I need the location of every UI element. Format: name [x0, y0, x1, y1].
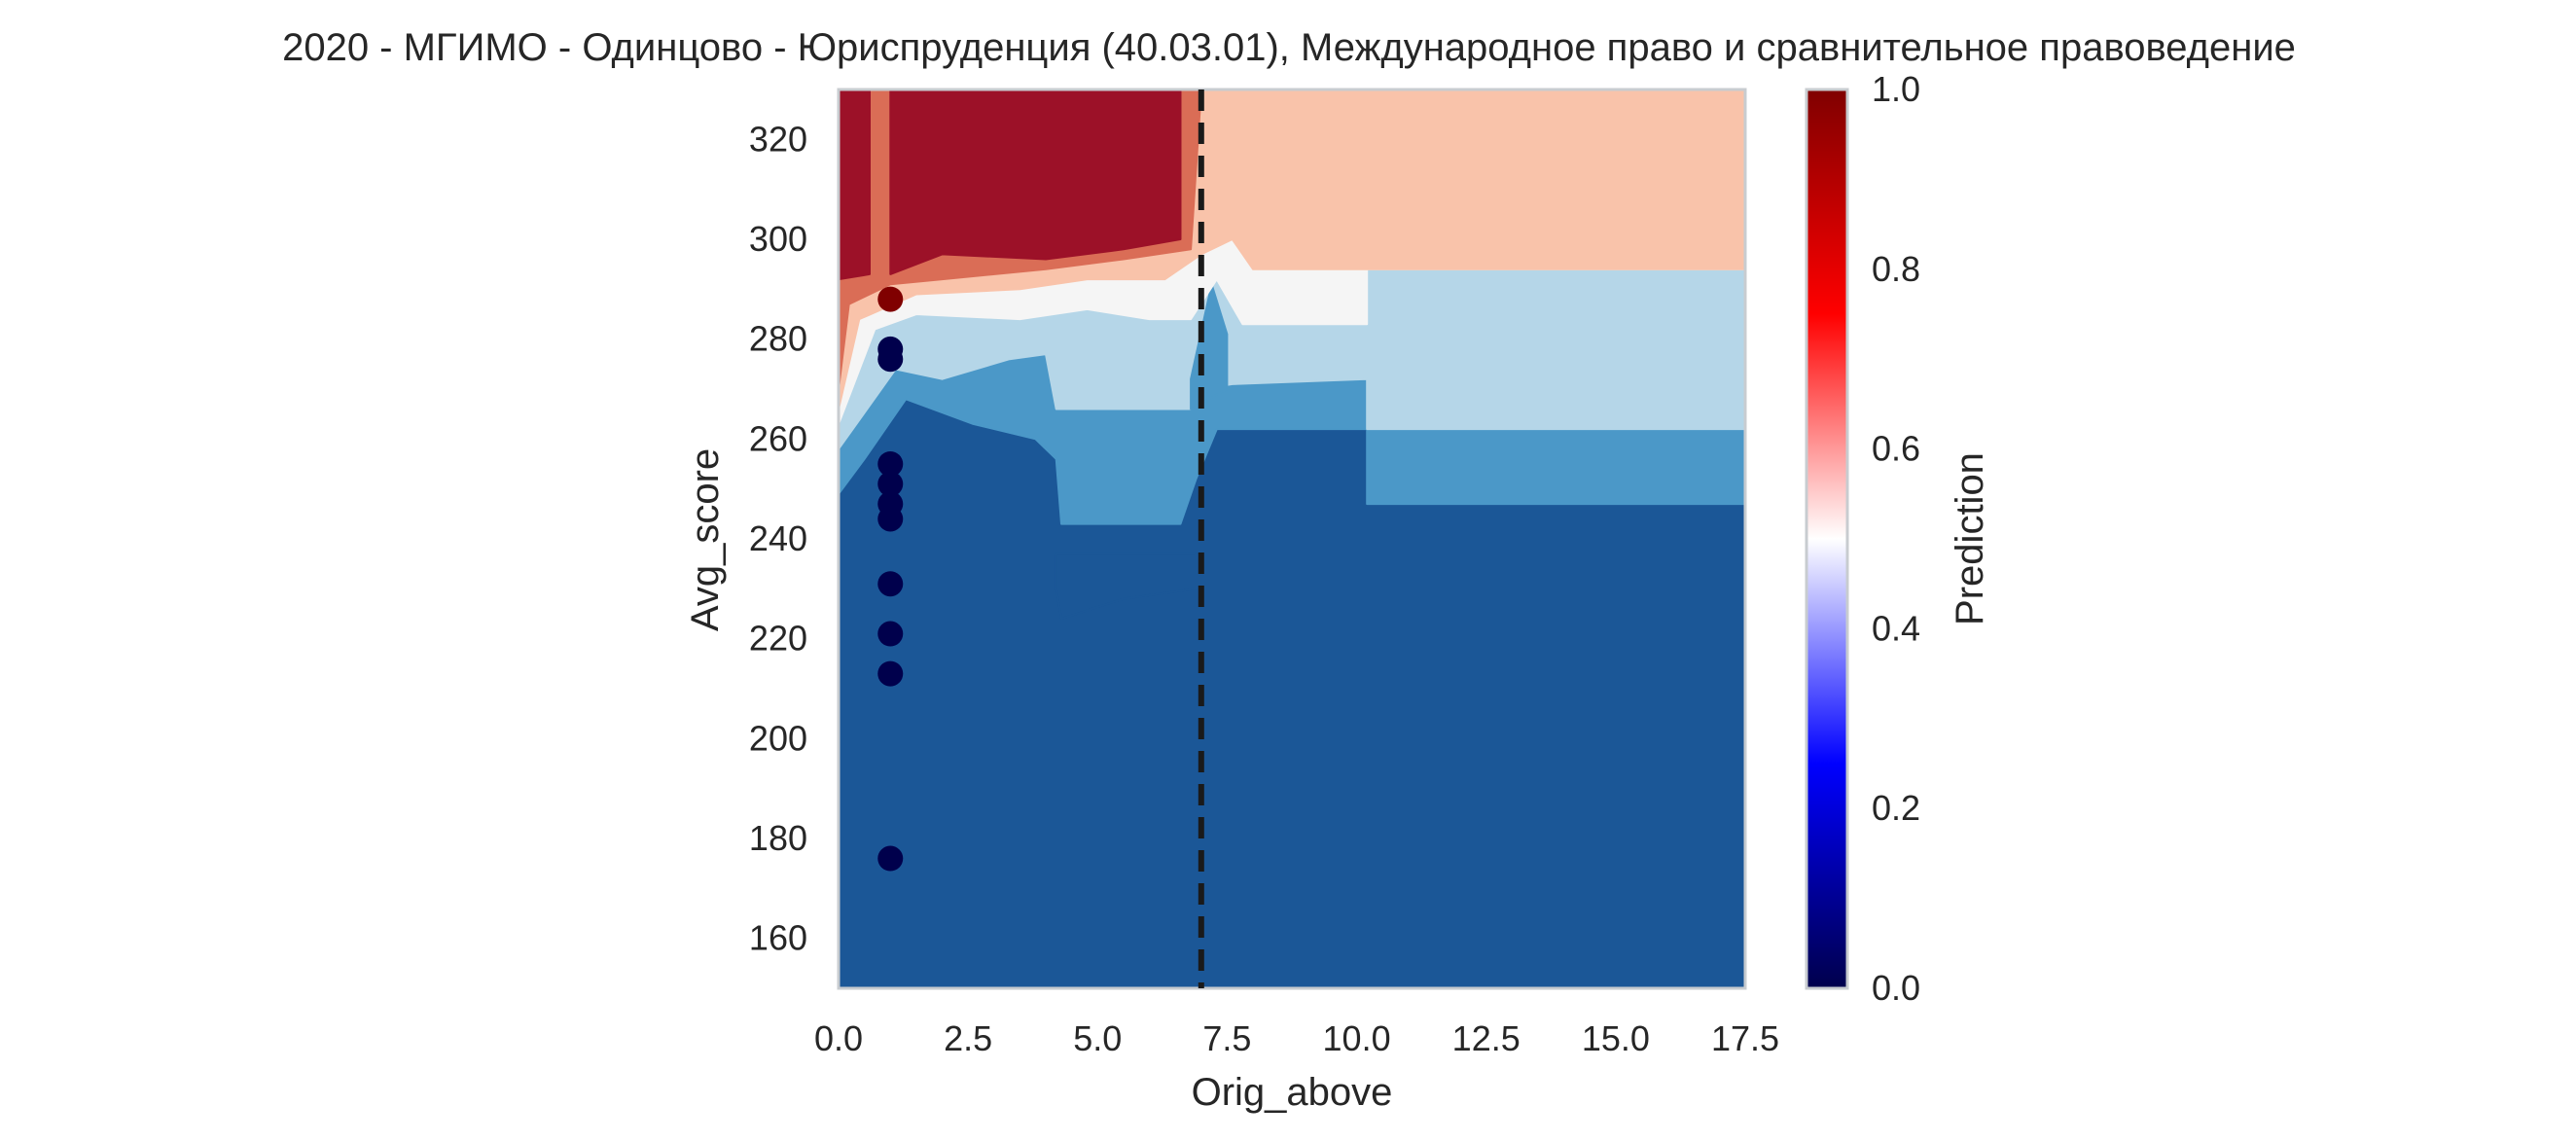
colorbar-tick-label-1: 0.2	[1872, 788, 1920, 828]
colorbar-ticks: 0.0 0.2 0.4 0.6 0.8 1.0	[1872, 69, 1920, 1008]
scatter-point-6	[877, 506, 904, 532]
x-tick-label-0: 0.0	[814, 1018, 863, 1058]
plot-area	[837, 88, 1747, 990]
x-tick-label-5: 12.5	[1452, 1018, 1521, 1058]
y-tick-label-2: 200	[749, 718, 807, 758]
y-tick-label-0: 160	[749, 918, 807, 958]
colorbar-tick-label-4: 0.8	[1872, 249, 1920, 289]
scatter-point-2	[877, 346, 904, 373]
contour-region-2	[1055, 553, 1198, 621]
x-tick-label-1: 2.5	[944, 1018, 992, 1058]
x-tick-label-3: 7.5	[1202, 1018, 1251, 1058]
colorbar: 0.0 0.2 0.4 0.6 0.8 1.0 Prediction	[1805, 69, 1991, 1008]
scatter-point-3	[877, 451, 904, 477]
colorbar-tick-label-3: 0.6	[1872, 429, 1920, 469]
x-tick-label-4: 10.0	[1323, 1018, 1391, 1058]
colorbar-tick-label-2: 0.4	[1872, 608, 1920, 648]
colorbar-tick-label-5: 1.0	[1872, 69, 1920, 109]
scatter-point-0	[877, 286, 904, 312]
x-axis-label: Orig_above	[1192, 1071, 1393, 1114]
contour-region-9	[889, 89, 1182, 275]
contour-region-4	[1190, 283, 1229, 410]
y-tick-label-3: 220	[749, 619, 807, 659]
x-axis-ticks: 0.0 2.5 5.0 7.5 10.0 12.5 15.0 17.5	[814, 1018, 1779, 1058]
y-axis-label: Avg_score	[684, 448, 727, 631]
y-tick-label-8: 320	[749, 119, 807, 159]
colorbar-gradient	[1805, 88, 1849, 990]
y-tick-label-5: 260	[749, 418, 807, 458]
x-tick-label-2: 5.0	[1073, 1018, 1122, 1058]
contour-region-8	[839, 89, 871, 281]
scatter-point-7	[877, 571, 904, 597]
scatter-point-10	[877, 845, 904, 872]
y-tick-label-6: 280	[749, 319, 807, 359]
x-tick-label-6: 15.0	[1582, 1018, 1650, 1058]
y-tick-label-4: 240	[749, 518, 807, 558]
contour-regions	[839, 89, 1745, 988]
scatter-point-8	[877, 621, 904, 647]
scatter-points	[877, 286, 904, 872]
chart-title: 2020 - МГИМО - Одинцово - Юриспруденция …	[282, 26, 2296, 69]
colorbar-label: Prediction	[1949, 452, 1991, 625]
x-tick-label-7: 17.5	[1711, 1018, 1779, 1058]
scatter-point-9	[877, 660, 904, 687]
scatter-point-4	[877, 471, 904, 497]
y-tick-label-7: 300	[749, 219, 807, 259]
y-tick-label-1: 180	[749, 818, 807, 858]
y-axis-ticks: 160 180 200 220 240 260 280 300 320	[749, 119, 807, 957]
colorbar-tick-label-0: 0.0	[1872, 968, 1920, 1008]
plot-frame	[837, 88, 1747, 990]
